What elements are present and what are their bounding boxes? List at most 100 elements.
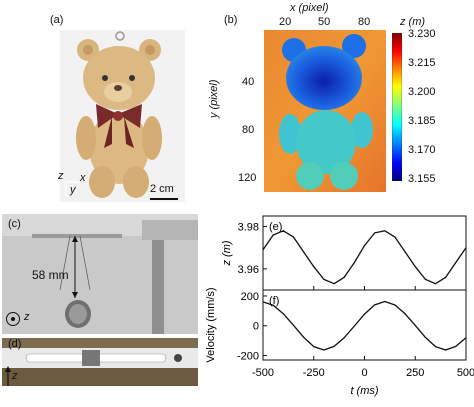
scale-bar xyxy=(150,198,178,200)
data-point-1-17 xyxy=(434,345,437,348)
series-line-0-0 xyxy=(262,230,467,285)
data-point-0-9 xyxy=(353,261,355,264)
data-point-1-16 xyxy=(424,336,426,338)
panel-a: (a) z x y 2 cm xyxy=(0,0,200,205)
data-point-1-1 xyxy=(272,304,274,306)
y-axis-title: y (pixel) xyxy=(208,79,220,118)
z-axis-label-d: z xyxy=(12,370,18,382)
data-point-1-4 xyxy=(303,336,305,338)
data-point-1-6 xyxy=(323,349,325,351)
depth-map-image xyxy=(264,30,386,192)
plot-frame-0 xyxy=(262,215,467,291)
x-axis-label: t (ms) xyxy=(350,385,378,397)
data-point-1-12 xyxy=(384,300,386,303)
data-point-1-19 xyxy=(455,345,457,348)
y-tick-label-1-0: 200 xyxy=(241,291,259,303)
data-point-0-13 xyxy=(394,236,396,238)
data-point-0-14 xyxy=(404,251,406,253)
data-point-1-8 xyxy=(343,337,345,339)
y-tick-label-0-1: 3.96 xyxy=(238,264,259,276)
data-point-0-7 xyxy=(333,283,335,285)
data-point-1-13 xyxy=(394,304,396,306)
colorbar-tick-4: 3.170 xyxy=(408,144,436,156)
y-axis-label-1: Velocity (mm/s) xyxy=(205,287,217,362)
data-point-0-11 xyxy=(374,232,376,234)
length-label: 58 mm xyxy=(32,268,69,282)
y-tick-label-0-0: 3.98 xyxy=(238,222,259,234)
colorbar-title: z (m) xyxy=(400,16,426,28)
y-tick-80: 80 xyxy=(242,124,255,136)
pendulum-photo xyxy=(2,214,198,334)
panel-d: (d) z xyxy=(2,338,198,386)
data-point-1-9 xyxy=(353,325,355,327)
y-tick-120: 120 xyxy=(238,172,257,184)
colorbar-tick-3: 3.185 xyxy=(408,115,436,127)
panel-d-label: (d) xyxy=(8,338,22,350)
out-of-plane-icon xyxy=(6,312,20,326)
data-point-0-12 xyxy=(384,230,386,232)
x-tick-label-3: 250 xyxy=(406,367,424,379)
data-point-0-5 xyxy=(313,266,315,268)
x-tick-50: 50 xyxy=(318,16,331,28)
data-point-0-8 xyxy=(343,276,345,278)
data-point-1-11 xyxy=(374,304,376,306)
colorbar-tick-0: 3.230 xyxy=(408,28,436,40)
x-tick-label-2: 0 xyxy=(361,367,367,379)
data-point-0-2 xyxy=(282,230,284,232)
teddy-bear-photo xyxy=(60,30,185,202)
data-point-0-19 xyxy=(455,261,457,264)
y-tick-label-1-1: 0 xyxy=(253,321,259,333)
time-series-chart: (e) 3.98 3.96 z (m) (f) 200 0 -200 Velocity (mm/… xyxy=(205,215,474,397)
data-point-1-5 xyxy=(313,345,315,348)
data-point-0-15 xyxy=(414,266,416,268)
x-axis-title: x (pixel) xyxy=(290,2,329,14)
colorbar-tick-5: 3.155 xyxy=(408,173,436,185)
colorbar-tick-2: 3.200 xyxy=(408,86,436,98)
panel-label-0: (e) xyxy=(269,221,282,233)
axis-z-label: z xyxy=(58,170,64,182)
axis-x-label: x xyxy=(80,172,86,184)
data-point-1-10 xyxy=(363,313,366,315)
y-axis-label-0: z (m) xyxy=(221,240,233,266)
data-point-0-1 xyxy=(272,234,274,236)
axes-arrows-icon xyxy=(65,181,80,196)
data-point-0-16 xyxy=(424,278,426,281)
x-tick-label-4: 500 xyxy=(457,367,474,379)
data-point-1-20 xyxy=(465,337,467,339)
data-point-1-7 xyxy=(333,345,335,348)
data-point-0-20 xyxy=(465,247,467,249)
data-point-1-15 xyxy=(414,324,416,327)
scale-bar-label: 2 cm xyxy=(150,183,174,195)
data-point-1-14 xyxy=(404,313,406,315)
x-tick-20: 20 xyxy=(279,16,292,28)
data-point-0-0 xyxy=(262,249,264,251)
data-point-0-6 xyxy=(323,278,325,281)
z-arrow-icon xyxy=(5,366,11,386)
data-point-0-17 xyxy=(434,283,437,285)
panel-label-1: (f) xyxy=(269,295,279,307)
z-axis-label: z xyxy=(24,311,30,323)
panel-a-label: (a) xyxy=(50,14,64,26)
x-tick-label-0: -500 xyxy=(252,367,274,379)
panel-b: (b) x (pixel) 20 50 80 y (pixel) 40 80 1… xyxy=(200,0,474,205)
x-tick-80: 80 xyxy=(358,16,371,28)
x-tick-label-1: -250 xyxy=(303,367,325,379)
plot-area: (e) 3.98 3.96 z (m) (f) 200 0 -200 Velocity (mm/… xyxy=(200,210,474,402)
side-view-photo xyxy=(2,338,198,386)
panel-c-label: (c) xyxy=(8,218,21,230)
data-point-0-10 xyxy=(363,245,366,247)
y-tick-label-1-2: -200 xyxy=(237,351,259,363)
data-point-1-18 xyxy=(445,349,447,351)
colorbar xyxy=(392,33,402,181)
colorbar-tick-1: 3.215 xyxy=(408,57,436,69)
panel-b-label: (b) xyxy=(224,14,238,26)
data-point-1-3 xyxy=(292,324,295,326)
data-point-0-18 xyxy=(445,276,447,278)
data-point-1-2 xyxy=(282,313,284,315)
data-point-0-3 xyxy=(292,236,295,238)
axis-y-label: y xyxy=(70,184,76,196)
y-tick-40: 40 xyxy=(242,76,255,88)
data-point-0-4 xyxy=(303,251,305,253)
panel-c: (c) 58 mm z xyxy=(2,214,198,334)
data-point-1-0 xyxy=(262,301,264,303)
